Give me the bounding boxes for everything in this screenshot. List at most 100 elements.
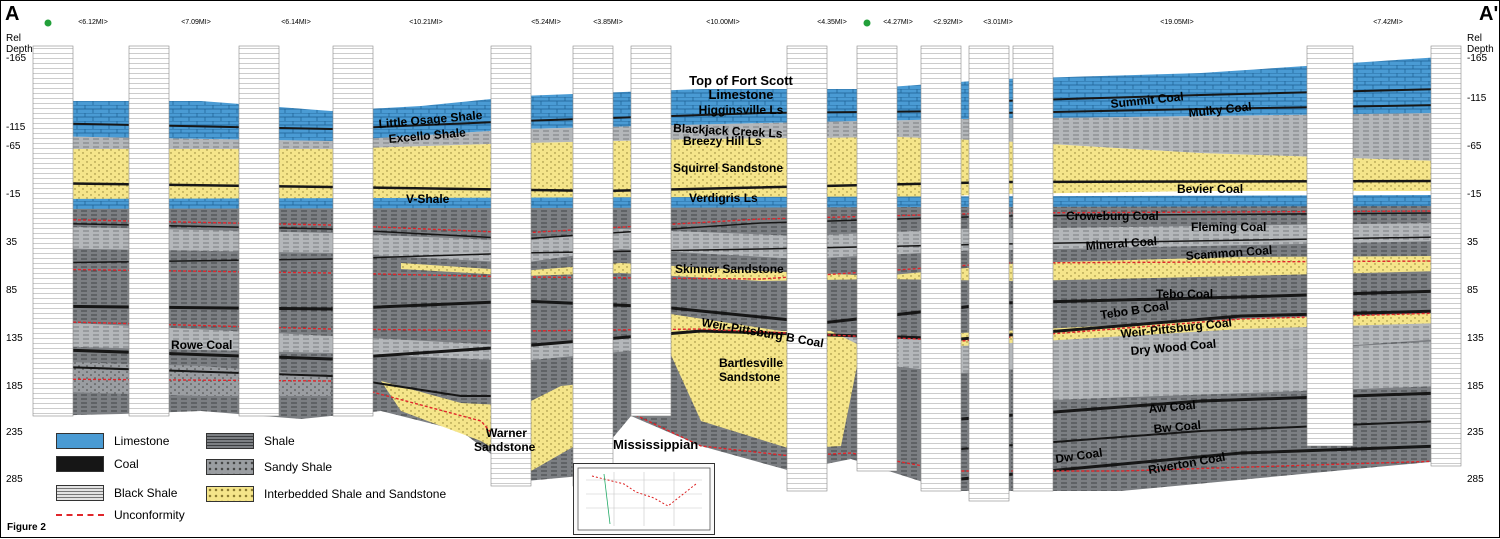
sandy-shale-swatch <box>206 459 254 475</box>
label-bevier: Bevier Coal <box>1177 182 1243 196</box>
legend-item-black-shale: Black Shale <box>56 485 177 501</box>
location-map-inset <box>573 463 715 535</box>
label-mulky: Mulky Coal <box>1188 99 1252 120</box>
label-warner-1: Warner <box>486 426 527 440</box>
location-map-svg <box>577 467 711 531</box>
distance-label: <3.85MI> <box>593 19 623 26</box>
well-marker-green-1 <box>44 19 52 27</box>
depth-axis-right: Rel Depth -165 -115 -65 -15 35 85 135 18… <box>1467 33 1494 485</box>
label-mississippian: Mississippian <box>613 437 698 452</box>
label-skinner: Skinner Sandstone <box>675 262 784 276</box>
label-dw: Dw Coal <box>1054 446 1103 466</box>
label-blackjack: Blackjack Creek Ls <box>673 121 783 141</box>
label-bw: Bw Coal <box>1153 418 1201 436</box>
label-rowe: Rowe Coal <box>171 338 232 352</box>
distance-label: <7.42MI> <box>1373 19 1403 26</box>
depth-tick: 35 <box>6 237 18 248</box>
label-warner-2: Sandstone <box>474 440 536 454</box>
legend-label: Coal <box>114 457 139 471</box>
upper-grey-band <box>33 113 1441 161</box>
label-excello: Excello Shale <box>388 125 467 146</box>
legend-label: Black Shale <box>114 486 178 500</box>
unconformity-swatch <box>56 514 104 516</box>
label-breezy-hill: Breezy Hill Ls <box>683 134 762 148</box>
distance-label: <5.24MI> <box>531 19 561 26</box>
depth-tick: 135 <box>6 333 23 344</box>
legend-label: Sandy Shale <box>264 460 333 474</box>
legend: Limestone Coal Black Shale Unconformity … <box>51 426 471 522</box>
depth-tick: -65 <box>1467 141 1482 152</box>
distance-label: <10.00MI> <box>706 19 739 26</box>
legend-item-unconformity: Unconformity <box>56 508 185 522</box>
distance-label: <7.09MI> <box>181 19 211 26</box>
depth-tick: -165 <box>1467 53 1487 64</box>
depth-axis-title: Depth <box>6 44 33 55</box>
legend-item-sandy-shale: Sandy Shale <box>206 459 332 475</box>
corner-label-a: A <box>5 3 20 25</box>
depth-tick: 235 <box>6 427 23 438</box>
shale-light-band <box>33 223 1441 263</box>
legend-item-coal: Coal <box>56 456 139 472</box>
legend-label: Limestone <box>114 434 170 448</box>
depth-axis-left: Rel Depth -165 -115 -65 -15 35 85 135 18… <box>6 33 33 485</box>
depth-tick: 85 <box>6 285 18 296</box>
distance-label: <6.12MI> <box>78 19 108 26</box>
verdigris-limestone <box>33 195 1441 209</box>
distance-label: <3.01MI> <box>983 19 1013 26</box>
distance-label: <19.05MI> <box>1160 19 1193 26</box>
label-tebo: Tebo Coal <box>1156 287 1213 301</box>
depth-tick: -165 <box>6 53 26 64</box>
depth-tick: 285 <box>6 474 23 485</box>
legend-item-interbedded: Interbedded Shale and Sandstone <box>206 486 446 502</box>
depth-tick: 235 <box>1467 427 1484 438</box>
label-aw: Aw Coal <box>1148 398 1196 416</box>
label-squirrel: Squirrel Sandstone <box>673 161 783 175</box>
well-log-columns <box>32 45 1462 502</box>
label-higginsville: Higginsville Ls <box>699 103 784 117</box>
depth-tick: -15 <box>6 189 21 200</box>
depth-tick: 185 <box>1467 381 1484 392</box>
label-croweburg: Croweburg Coal <box>1066 209 1159 223</box>
depth-axis-title: Rel <box>1467 33 1482 44</box>
depth-axis-title: Depth <box>1467 44 1494 55</box>
depth-tick: 185 <box>6 381 23 392</box>
depth-tick: 285 <box>1467 474 1484 485</box>
label-verdigris: Verdigris Ls <box>689 191 758 205</box>
distance-label: <6.14MI> <box>281 19 311 26</box>
label-bartlesville-1: Bartlesville <box>719 356 783 370</box>
label-mineral: Mineral Coal <box>1085 234 1157 253</box>
interbedded-swatch <box>206 486 254 502</box>
upper-limestone-body <box>33 57 1441 141</box>
corner-label-a-prime: A' <box>1479 3 1499 25</box>
depth-tick: -115 <box>6 122 26 133</box>
label-scammon: Scammon Coal <box>1185 243 1272 263</box>
label-limestone-word: Limestone <box>708 87 773 102</box>
well-marker-green-2 <box>863 19 871 27</box>
depth-tick: -65 <box>6 141 21 152</box>
distance-label: <2.92MI> <box>933 19 963 26</box>
label-bartlesville-2: Sandstone <box>719 370 781 384</box>
legend-label: Interbedded Shale and Sandstone <box>264 487 447 501</box>
distance-label: <4.27MI> <box>883 19 913 26</box>
limestone-swatch <box>56 433 104 449</box>
legend-label: Shale <box>264 434 295 448</box>
label-v-shale: V-Shale <box>406 192 450 206</box>
black-shale-swatch <box>56 485 104 501</box>
legend-item-limestone: Limestone <box>56 433 169 449</box>
depth-axis-title: Rel <box>6 33 21 44</box>
depth-tick: -15 <box>1467 189 1482 200</box>
depth-tick: 85 <box>1467 285 1479 296</box>
figure-label: Figure 2 <box>7 522 46 533</box>
distance-label: <10.21MI> <box>409 19 442 26</box>
distance-labels: <6.12MI> <7.09MI> <6.14MI> <10.21MI> <5.… <box>78 19 1403 26</box>
legend-label: Unconformity <box>114 508 185 522</box>
label-top-fort-scott: Top of Fort Scott <box>689 73 793 88</box>
distance-label: <4.35MI> <box>817 19 847 26</box>
legend-item-shale: Shale <box>206 433 295 449</box>
depth-tick: 35 <box>1467 237 1479 248</box>
label-fleming: Fleming Coal <box>1191 220 1266 234</box>
depth-tick: -115 <box>1467 93 1487 104</box>
shale-swatch <box>206 433 254 449</box>
